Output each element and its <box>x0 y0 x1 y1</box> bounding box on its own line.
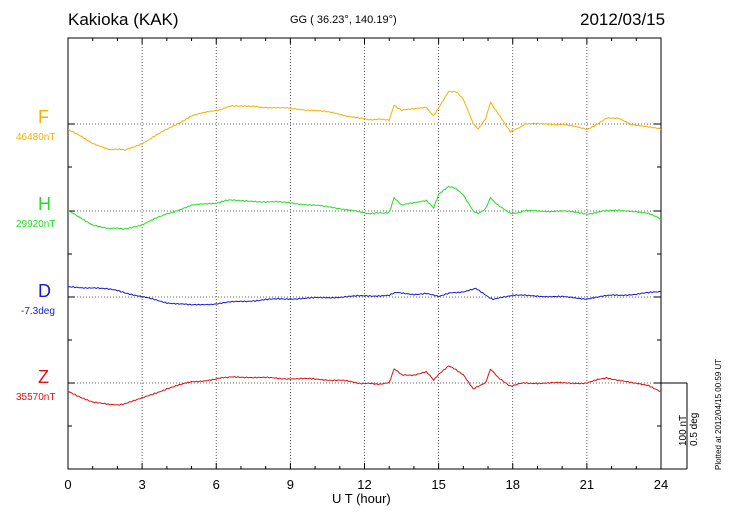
series-label-d: D <box>38 281 51 301</box>
plotted-at-note: Plotted at 2012/04/15 00:59 UT <box>714 358 723 470</box>
scale-line-1: 100 nT <box>678 414 689 446</box>
x-axis-label: U T (hour) <box>332 491 391 506</box>
coordinates-label: GG ( 36.23°, 140.19°) <box>290 14 397 26</box>
baseline-label-h: 29920nT <box>16 219 56 230</box>
series-label-h: H <box>38 194 51 214</box>
baseline-label-f: 46480nT <box>16 132 56 143</box>
series-line-f <box>67 90 662 151</box>
x-tick-label: 21 <box>580 477 594 492</box>
baseline-label-z: 35570nT <box>16 392 56 403</box>
x-tick-label: 18 <box>506 477 520 492</box>
series-line-h <box>67 185 662 230</box>
x-tick-label: 0 <box>64 477 71 492</box>
x-tick-label: 3 <box>139 477 146 492</box>
series-label-z: Z <box>38 367 49 387</box>
date-label: 2012/03/15 <box>580 10 666 29</box>
series-label-f: F <box>38 107 49 127</box>
x-tick-label: 12 <box>357 477 371 492</box>
series-line-z <box>67 365 661 406</box>
scale-line-2: 0.5 deg <box>689 412 700 446</box>
x-tick-label: 6 <box>213 477 220 492</box>
series-line-d <box>67 286 662 306</box>
x-tick-label: 15 <box>431 477 445 492</box>
baseline-label-d: -7.3deg <box>21 306 55 317</box>
x-tick-label: 9 <box>287 477 294 492</box>
scale-bar-label: 100 nT 0.5 deg <box>678 413 700 446</box>
station-title: Kakioka (KAK) <box>68 10 179 29</box>
x-tick-label: 24 <box>654 477 668 492</box>
